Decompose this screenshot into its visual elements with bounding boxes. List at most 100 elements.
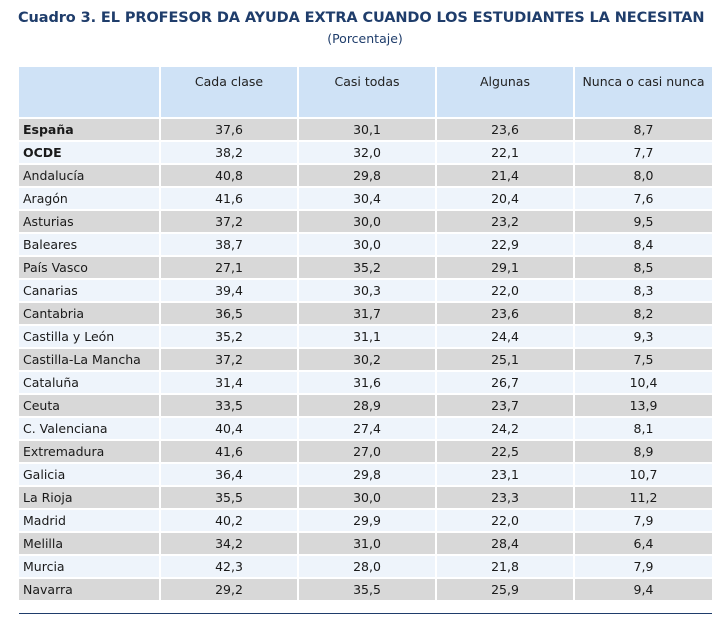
value-cell: 20,4 <box>437 188 573 209</box>
value-cell: 41,6 <box>161 188 297 209</box>
table-row: Castilla y León 35,2 31,1 24,4 9,3 <box>19 326 712 347</box>
value-cell: 30,0 <box>299 211 435 232</box>
value-cell: 9,3 <box>575 326 712 347</box>
value-cell: 40,8 <box>161 165 297 186</box>
value-cell: 10,7 <box>575 464 712 485</box>
value-cell: 39,4 <box>161 280 297 301</box>
value-cell: 26,7 <box>437 372 573 393</box>
value-cell: 22,1 <box>437 142 573 163</box>
region-cell: España <box>19 119 159 140</box>
value-cell: 22,0 <box>437 280 573 301</box>
value-cell: 28,4 <box>437 533 573 554</box>
value-cell: 8,1 <box>575 418 712 439</box>
table-row: Ceuta 33,5 28,9 23,7 13,9 <box>19 395 712 416</box>
value-cell: 9,5 <box>575 211 712 232</box>
table-subtitle: (Porcentaje) <box>327 31 403 46</box>
value-cell: 35,5 <box>161 487 297 508</box>
table-row: Cantabria 36,5 31,7 23,6 8,2 <box>19 303 712 324</box>
region-cell: Castilla y León <box>19 326 159 347</box>
value-cell: 31,1 <box>299 326 435 347</box>
value-cell: 24,2 <box>437 418 573 439</box>
region-cell: Asturias <box>19 211 159 232</box>
value-cell: 31,7 <box>299 303 435 324</box>
value-cell: 8,5 <box>575 257 712 278</box>
value-cell: 6,4 <box>575 533 712 554</box>
value-cell: 23,3 <box>437 487 573 508</box>
value-cell: 25,1 <box>437 349 573 370</box>
value-cell: 8,4 <box>575 234 712 255</box>
value-cell: 7,6 <box>575 188 712 209</box>
region-cell: Canarias <box>19 280 159 301</box>
value-cell: 23,6 <box>437 303 573 324</box>
value-cell: 21,4 <box>437 165 573 186</box>
value-cell: 38,7 <box>161 234 297 255</box>
value-cell: 13,9 <box>575 395 712 416</box>
value-cell: 33,5 <box>161 395 297 416</box>
value-cell: 29,8 <box>299 464 435 485</box>
value-cell: 42,3 <box>161 556 297 577</box>
table-body: España 37,6 30,1 23,6 8,7 OCDE 38,2 32,0 22,1 7,7… <box>19 119 712 600</box>
value-cell: 8,3 <box>575 280 712 301</box>
table-row: C. Valenciana 40,4 27,4 24,2 8,1 <box>19 418 712 439</box>
value-cell: 28,9 <box>299 395 435 416</box>
value-cell: 25,9 <box>437 579 573 600</box>
header-region <box>19 67 159 117</box>
value-cell: 10,4 <box>575 372 712 393</box>
value-cell: 9,4 <box>575 579 712 600</box>
value-cell: 31,6 <box>299 372 435 393</box>
table-row: La Rioja 35,5 30,0 23,3 11,2 <box>19 487 712 508</box>
value-cell: 31,4 <box>161 372 297 393</box>
value-cell: 11,2 <box>575 487 712 508</box>
value-cell: 23,7 <box>437 395 573 416</box>
header-cada-clase: Cada clase <box>161 67 297 117</box>
value-cell: 8,7 <box>575 119 712 140</box>
value-cell: 36,4 <box>161 464 297 485</box>
value-cell: 35,5 <box>299 579 435 600</box>
value-cell: 23,2 <box>437 211 573 232</box>
region-cell: Extremadura <box>19 441 159 462</box>
value-cell: 30,2 <box>299 349 435 370</box>
value-cell: 23,6 <box>437 119 573 140</box>
table-row: España 37,6 30,1 23,6 8,7 <box>19 119 712 140</box>
value-cell: 22,0 <box>437 510 573 531</box>
header-nunca: Nunca o casi nunca <box>575 67 712 117</box>
value-cell: 36,5 <box>161 303 297 324</box>
table-row: Melilla 34,2 31,0 28,4 6,4 <box>19 533 712 554</box>
table-row: Cataluña 31,4 31,6 26,7 10,4 <box>19 372 712 393</box>
value-cell: 31,0 <box>299 533 435 554</box>
value-cell: 32,0 <box>299 142 435 163</box>
value-cell: 8,2 <box>575 303 712 324</box>
value-cell: 29,2 <box>161 579 297 600</box>
region-cell: Melilla <box>19 533 159 554</box>
value-cell: 7,9 <box>575 556 712 577</box>
value-cell: 7,7 <box>575 142 712 163</box>
value-cell: 30,4 <box>299 188 435 209</box>
value-cell: 35,2 <box>161 326 297 347</box>
header-row: Cada clase Casi todas Algunas Nunca o ca… <box>19 67 712 117</box>
value-cell: 7,9 <box>575 510 712 531</box>
value-cell: 30,1 <box>299 119 435 140</box>
region-cell: OCDE <box>19 142 159 163</box>
region-cell: Ceuta <box>19 395 159 416</box>
value-cell: 8,9 <box>575 441 712 462</box>
value-cell: 23,1 <box>437 464 573 485</box>
value-cell: 29,9 <box>299 510 435 531</box>
region-cell: Madrid <box>19 510 159 531</box>
value-cell: 34,2 <box>161 533 297 554</box>
value-cell: 40,4 <box>161 418 297 439</box>
table-row: Castilla-La Mancha 37,2 30,2 25,1 7,5 <box>19 349 712 370</box>
table-row: Aragón 41,6 30,4 20,4 7,6 <box>19 188 712 209</box>
value-cell: 37,2 <box>161 349 297 370</box>
region-cell: C. Valenciana <box>19 418 159 439</box>
region-cell: Baleares <box>19 234 159 255</box>
value-cell: 37,2 <box>161 211 297 232</box>
value-cell: 27,1 <box>161 257 297 278</box>
value-cell: 27,4 <box>299 418 435 439</box>
table-row: Extremadura 41,6 27,0 22,5 8,9 <box>19 441 712 462</box>
region-cell: Aragón <box>19 188 159 209</box>
table-row: Navarra 29,2 35,5 25,9 9,4 <box>19 579 712 600</box>
table-row: Galicia 36,4 29,8 23,1 10,7 <box>19 464 712 485</box>
table-row: País Vasco 27,1 35,2 29,1 8,5 <box>19 257 712 278</box>
region-cell: Galicia <box>19 464 159 485</box>
header-algunas: Algunas <box>437 67 573 117</box>
